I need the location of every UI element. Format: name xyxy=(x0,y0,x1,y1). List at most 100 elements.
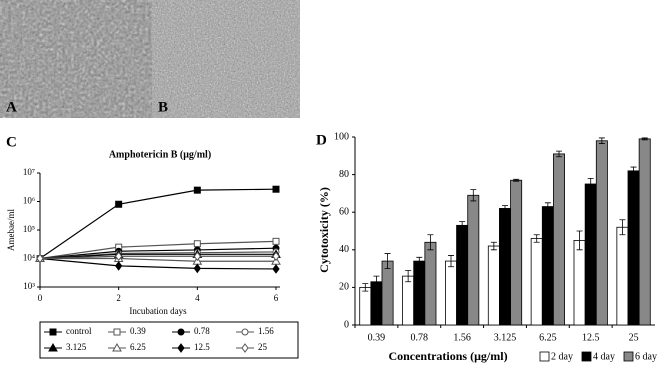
marker xyxy=(113,328,121,336)
legend-label: 1.56 xyxy=(258,326,274,336)
marker xyxy=(272,251,280,262)
y-tick-label: 60 xyxy=(339,206,349,217)
bar xyxy=(456,224,469,326)
legend-label: 0.39 xyxy=(130,326,146,336)
bar xyxy=(510,179,523,326)
marker xyxy=(241,328,249,336)
error-bar xyxy=(405,270,412,283)
x-tick-label: 0.78 xyxy=(411,332,429,343)
marker xyxy=(193,263,201,274)
bar xyxy=(595,140,608,326)
error-bar xyxy=(556,150,562,158)
x-tick-label: 6.25 xyxy=(539,332,557,343)
legend-label: 2 day xyxy=(551,351,573,362)
y-tick-label: 80 xyxy=(339,169,349,180)
y-axis-label: Amebae/ml xyxy=(6,209,16,251)
marker xyxy=(241,343,249,353)
marker xyxy=(272,264,280,274)
x-tick-label: 0 xyxy=(38,293,43,303)
bar xyxy=(553,153,565,326)
bar xyxy=(445,260,457,326)
bar xyxy=(381,260,394,326)
bar xyxy=(487,245,500,326)
error-bar xyxy=(427,234,434,251)
marker xyxy=(115,200,123,208)
micrograph-texture xyxy=(152,0,300,118)
legend-label: 4 day xyxy=(593,351,615,362)
y-tick-label: 100 xyxy=(334,131,349,142)
bar xyxy=(359,286,372,326)
marker xyxy=(115,251,123,262)
bar xyxy=(370,281,383,326)
marker xyxy=(177,343,185,353)
bar xyxy=(467,194,480,326)
micrograph-texture xyxy=(0,0,152,118)
marker xyxy=(177,328,185,336)
x-tick-label: 12.5 xyxy=(582,332,600,343)
bar xyxy=(499,208,511,326)
error-bar xyxy=(513,178,520,182)
marker xyxy=(115,261,123,271)
panel-label: A xyxy=(6,99,17,115)
series-line xyxy=(39,253,276,260)
bar xyxy=(638,138,651,326)
legend-label: 25 xyxy=(258,342,268,352)
series-line xyxy=(40,257,276,262)
marker xyxy=(49,328,57,336)
error-bar xyxy=(416,256,423,266)
y-tick-label: 10⁵ xyxy=(23,224,35,234)
series-line xyxy=(39,240,277,260)
bar xyxy=(573,239,586,326)
legend-swatch xyxy=(581,351,592,362)
y-tick-label: 10⁴ xyxy=(23,253,35,263)
y-tick-label: 20 xyxy=(339,282,349,293)
bar xyxy=(541,206,554,326)
error-bar xyxy=(619,219,626,236)
error-bar xyxy=(470,189,477,202)
error-bar xyxy=(587,177,594,191)
marker xyxy=(48,342,58,352)
legend-label: 6.25 xyxy=(130,342,146,352)
legend-label: control xyxy=(66,326,92,336)
error-bar xyxy=(576,230,583,251)
marker xyxy=(36,253,44,264)
series-line xyxy=(39,188,277,259)
error-bar xyxy=(362,283,369,292)
marker xyxy=(272,237,280,245)
legend-label: 6 day xyxy=(635,351,657,362)
error-bar xyxy=(373,275,380,288)
panel-label: B xyxy=(158,99,168,115)
x-tick-label: 2 xyxy=(116,293,121,303)
chart-title: Amphotericin B (μg/ml) xyxy=(109,149,211,160)
y-tick-label: 40 xyxy=(339,244,349,255)
bar xyxy=(584,183,597,326)
error-bar xyxy=(384,253,391,269)
x-tick-label: 25 xyxy=(629,332,639,343)
bar xyxy=(424,241,437,326)
error-bar xyxy=(459,221,466,230)
marker xyxy=(193,251,201,262)
series-line xyxy=(39,255,276,260)
error-bar xyxy=(598,137,605,144)
marker xyxy=(112,342,122,352)
x-axis-label: Incubation days xyxy=(129,306,187,316)
x-axis-label: Concentrations (μg/ml) xyxy=(388,349,507,363)
bar xyxy=(402,275,415,326)
marker xyxy=(193,186,201,194)
error-bar xyxy=(490,241,497,251)
series-line xyxy=(39,247,277,260)
error-bar xyxy=(641,137,648,141)
y-axis-label: Cytotoxicity (%) xyxy=(317,187,331,273)
legend-swatch xyxy=(539,351,550,362)
panel-label: C xyxy=(6,134,17,150)
panel-label: D xyxy=(316,132,327,148)
error-bar xyxy=(533,234,540,243)
x-tick-label: 6 xyxy=(274,293,279,303)
y-tick-label: 10⁶ xyxy=(23,196,35,206)
bar xyxy=(627,170,640,326)
bar xyxy=(616,226,629,326)
y-tick-label: 10⁷ xyxy=(23,167,35,177)
y-tick-label: 0 xyxy=(344,319,349,330)
